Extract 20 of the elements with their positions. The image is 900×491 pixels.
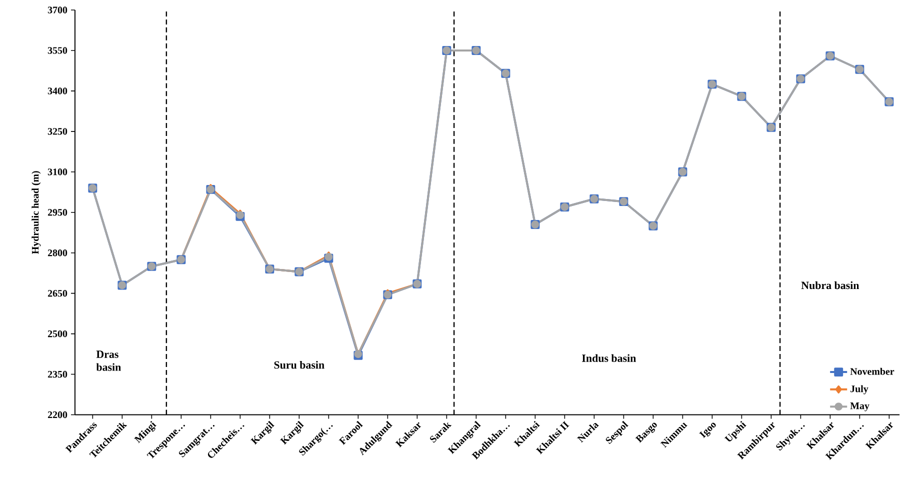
y-tick-label: 2950 bbox=[48, 209, 68, 216]
legend-label: July bbox=[850, 385, 868, 394]
y-tick-label: 2350 bbox=[48, 371, 68, 378]
y-tick-label: 2650 bbox=[48, 290, 68, 297]
y-tick-label: 2800 bbox=[48, 250, 68, 256]
y-tick-label: 3100 bbox=[48, 168, 68, 176]
legend-label: May bbox=[850, 402, 870, 412]
y-tick-label: 3550 bbox=[48, 47, 68, 54]
legend-label: November bbox=[850, 368, 894, 375]
y-tick-label: 3250 bbox=[48, 128, 68, 135]
y-tick-label: 2500 bbox=[48, 330, 68, 338]
annotation: Suru basin bbox=[274, 361, 324, 369]
annotation: Nubra basin bbox=[801, 282, 860, 290]
x-tick-label: Igoo bbox=[699, 422, 716, 438]
y-tick-label: 3700 bbox=[48, 6, 68, 14]
y-axis-title: Hydraulic head (m) bbox=[32, 171, 41, 254]
annotation: Indus basin bbox=[582, 354, 636, 362]
y-tick-label: 2200 bbox=[48, 412, 68, 418]
annotation: Dras basin bbox=[96, 350, 121, 372]
y-tick-label: 3400 bbox=[48, 88, 68, 94]
